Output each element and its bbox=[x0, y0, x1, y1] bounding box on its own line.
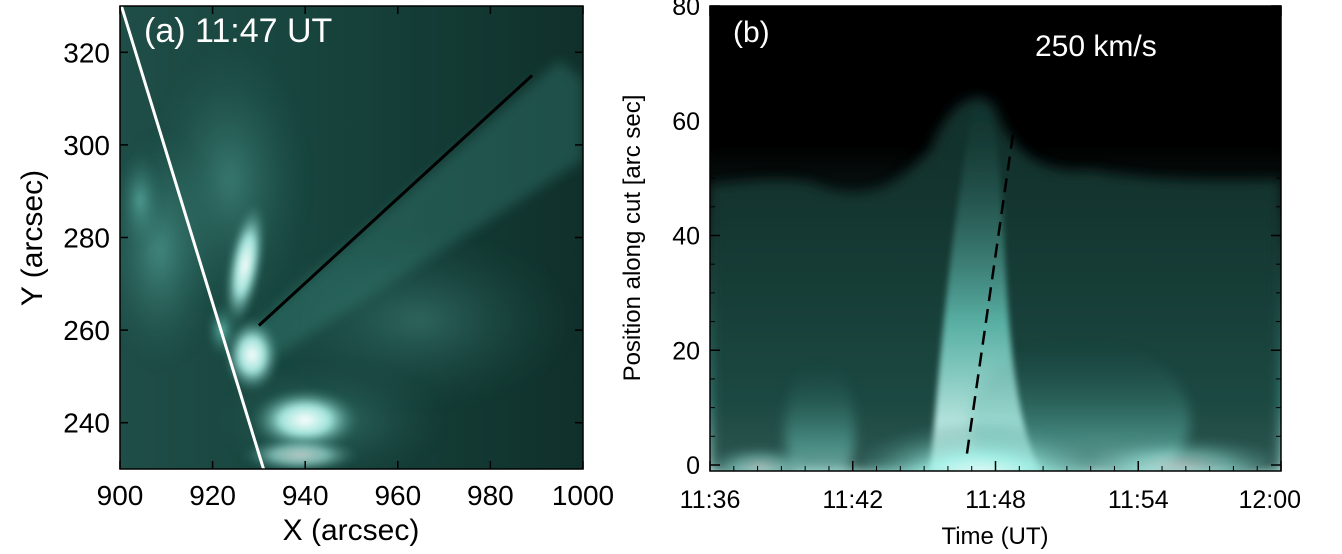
panel-a-label: (a) 11:47 UT bbox=[144, 12, 332, 50]
panel-a-y-tick-label: 320 bbox=[63, 37, 110, 68]
panel-b-x-tick-label: 11:36 bbox=[680, 486, 741, 514]
limb-line bbox=[120, 6, 265, 469]
panel-b-y-axis: 0 20 40 60 80 bbox=[672, 0, 1281, 480]
panel-a-x-tick-label: 940 bbox=[282, 480, 329, 511]
panel-b-y-tick-label: 80 bbox=[672, 0, 700, 21]
panel-b-y-tick-label: 0 bbox=[686, 452, 700, 480]
panel-a-x-tick-label: 960 bbox=[374, 480, 421, 511]
panel-b-y-tick-label: 60 bbox=[672, 108, 700, 136]
panel-a-y-tick-label: 260 bbox=[63, 315, 110, 346]
panel-a-y-tick-label: 280 bbox=[63, 223, 110, 254]
panel-a-y-tick-label: 240 bbox=[63, 408, 110, 439]
panel-b-x-tick-label: 11:42 bbox=[822, 486, 883, 514]
panel-a-y-tick-label: 300 bbox=[63, 130, 110, 161]
panel-b-x-tick-label: 12:00 bbox=[1238, 486, 1301, 514]
panel-a-image: (a) 11:47 UT 900 920 940 960 980 1000 2402602… bbox=[16, 5, 614, 547]
panel-a-y-axis: 240 260 280 300 320 bbox=[63, 37, 583, 439]
panel-a-x-axis: 900 920 940 960 980 1000 bbox=[97, 6, 614, 511]
panel-b-label: (b) bbox=[733, 16, 770, 49]
panel-b-x-axis-label: Time (UT) bbox=[941, 523, 1048, 550]
panel-b-x-tick-label: 11:54 bbox=[1108, 486, 1169, 514]
panel-b-x-tick-label: 11:48 bbox=[965, 486, 1026, 514]
panel-b-x-axis: 11:36 11:42 11:48 11:54 12:00 bbox=[680, 6, 1301, 514]
panel-a-y-axis-label: Y (arcsec) bbox=[16, 170, 49, 306]
panel-b-y-tick-label: 40 bbox=[672, 223, 700, 251]
panel-a-x-tick-label: 900 bbox=[97, 480, 144, 511]
panel-b-image: (b) 250 km/s 11:36 11:42 11:48 11:54 12:00 0… bbox=[619, 0, 1301, 550]
panel-b-y-axis-label: Position along cut [arc sec] bbox=[619, 95, 646, 382]
panel-a-x-tick-label: 1000 bbox=[552, 480, 614, 511]
panel-a-x-tick-label: 980 bbox=[467, 480, 514, 511]
panel-b-y-tick-label: 20 bbox=[672, 337, 700, 365]
panel-a-x-tick-label: 920 bbox=[189, 480, 236, 511]
panel-a-x-axis-label: X (arcsec) bbox=[283, 514, 420, 547]
speed-annotation: 250 km/s bbox=[1035, 30, 1157, 63]
cut-line bbox=[257, 74, 534, 327]
fit-line-250kms bbox=[965, 57, 1026, 454]
